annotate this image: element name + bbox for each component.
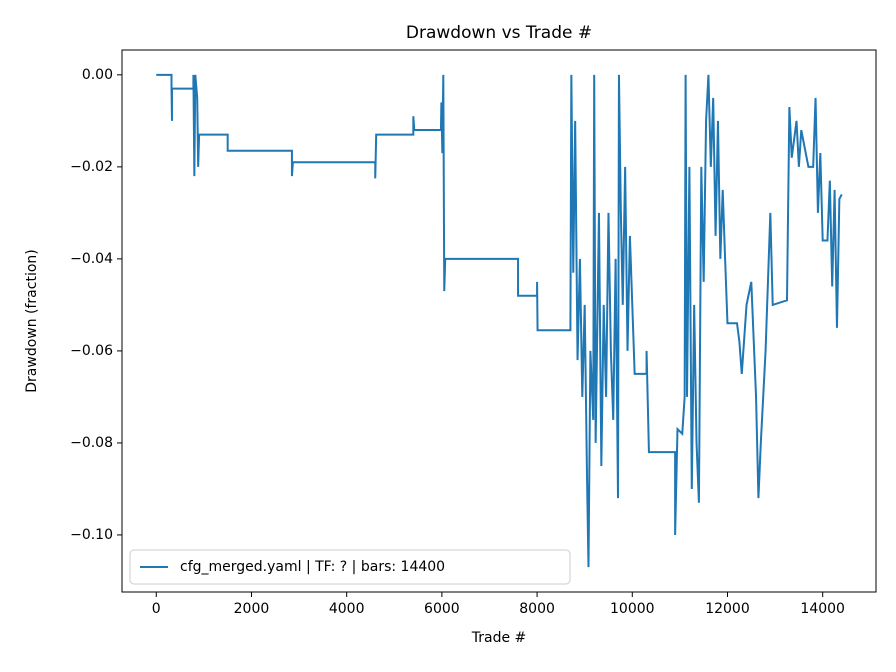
y-tick-label: −0.02 <box>70 159 113 175</box>
x-tick-label: 4000 <box>329 601 365 617</box>
y-tick-label: −0.06 <box>70 343 113 359</box>
x-tick-label: 10000 <box>610 601 655 617</box>
axes-frame <box>121 49 877 593</box>
x-tick-label: 12000 <box>705 601 750 617</box>
legend-box <box>129 549 571 585</box>
y-axis-label: Drawdown (fraction) <box>24 249 40 393</box>
x-tick-label: 2000 <box>234 601 270 617</box>
x-tick-label: 8000 <box>519 601 555 617</box>
x-tick-label: 14000 <box>800 601 845 617</box>
y-tick-label: 0.00 <box>82 67 113 83</box>
x-axis-label: Trade # <box>471 630 527 646</box>
chart-title: Drawdown vs Trade # <box>406 23 592 43</box>
legend-label: cfg_merged.yaml | TF: ? | bars: 14400 <box>180 559 445 575</box>
line-series <box>156 73 843 568</box>
x-tick-label: 6000 <box>424 601 460 617</box>
y-tick-label: −0.10 <box>70 527 113 543</box>
x-tick-label: 0 <box>152 601 161 617</box>
y-tick-label: −0.08 <box>70 435 113 451</box>
y-tick-label: −0.04 <box>70 251 113 267</box>
